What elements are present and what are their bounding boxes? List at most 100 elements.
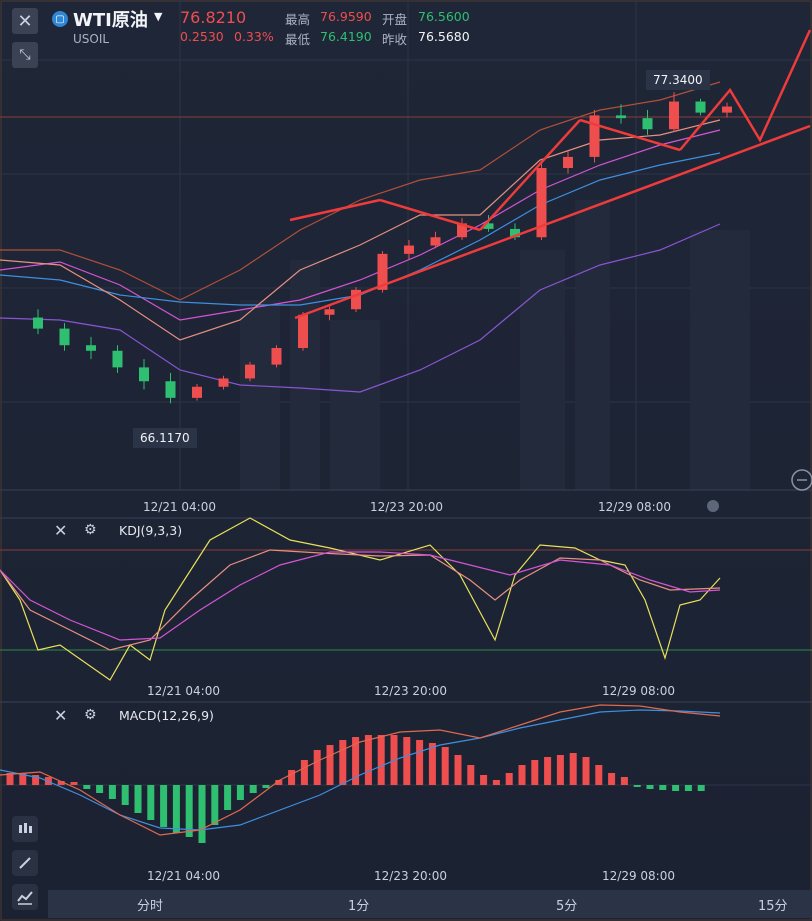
candle-body xyxy=(245,364,255,379)
price-change: 0.2530 xyxy=(180,29,224,44)
macd-bar xyxy=(313,750,321,785)
macd-bar xyxy=(364,735,372,785)
candle-body xyxy=(669,101,679,130)
kdj-time-tick: 12/29 08:00 xyxy=(602,684,675,698)
candle-body xyxy=(33,317,43,329)
candlestick-tool-button[interactable] xyxy=(12,816,38,842)
macd-bar xyxy=(544,757,552,785)
kdj-line xyxy=(0,549,721,651)
macd-bar xyxy=(288,770,296,785)
pencil-icon xyxy=(19,857,31,869)
macd-bar xyxy=(6,773,14,785)
skyline-decoration xyxy=(240,200,750,490)
symbol-code: USOIL xyxy=(73,32,110,46)
macd-bar xyxy=(352,737,360,785)
candle-body xyxy=(271,348,282,365)
symbol-name[interactable]: WTI原油 xyxy=(73,10,148,31)
open-value: 76.5600 xyxy=(418,9,470,24)
candle-body xyxy=(86,345,96,351)
macd-bar xyxy=(160,785,168,827)
trend-annotations xyxy=(289,29,812,320)
candle-body xyxy=(324,309,335,315)
macd-bar xyxy=(83,785,91,789)
candle-body xyxy=(510,228,520,238)
indicator-line xyxy=(0,81,721,301)
candle-body xyxy=(165,381,176,398)
macd-bar xyxy=(121,785,129,805)
indicator-line xyxy=(0,119,721,341)
kdj-settings-icon[interactable]: ⚙ xyxy=(84,522,97,538)
macd-bar xyxy=(147,785,155,820)
macd-lines xyxy=(0,704,721,836)
macd-bar xyxy=(505,773,513,785)
low-marker: 66.1170 xyxy=(133,428,197,448)
main-time-tick: 12/29 08:00 xyxy=(598,500,671,514)
candle-body xyxy=(695,101,706,113)
tab-15min[interactable]: 15分 xyxy=(758,899,788,914)
candle-body xyxy=(112,350,123,368)
macd-settings-icon[interactable]: ⚙ xyxy=(84,707,97,723)
timeframe-tabs: 分时 1分 5分 15分 xyxy=(48,890,812,918)
indicator-line xyxy=(0,223,721,393)
macd-bar xyxy=(608,773,616,785)
candle-body xyxy=(457,223,467,238)
macd-bar xyxy=(339,740,347,785)
macd-bar xyxy=(249,785,257,793)
macd-title: MACD(12,26,9) xyxy=(119,708,214,723)
kdj-title: KDJ(9,3,3) xyxy=(119,523,183,538)
last-price: 76.8210 xyxy=(180,8,247,27)
macd-bar xyxy=(262,785,270,788)
macd-bar xyxy=(57,781,65,785)
macd-bar xyxy=(595,765,603,785)
main-time-tick: 12/21 04:00 xyxy=(143,500,216,514)
draw-tool-button[interactable] xyxy=(12,850,38,876)
indicator-line xyxy=(0,129,721,321)
candle-body xyxy=(298,314,308,348)
macd-bar xyxy=(467,765,475,785)
macd-bar xyxy=(32,775,40,785)
caret-down-icon[interactable]: ▼ xyxy=(154,10,163,23)
macd-bar xyxy=(569,753,577,785)
macd-bar xyxy=(236,785,244,800)
candle-body xyxy=(59,328,70,346)
candlestick-icon xyxy=(19,823,32,833)
candle-body xyxy=(563,156,573,168)
macd-bar xyxy=(403,737,411,785)
open-label: 开盘 xyxy=(382,12,408,27)
candle-body xyxy=(377,253,388,290)
tab-5min[interactable]: 5分 xyxy=(556,899,578,914)
macd-bar xyxy=(646,785,654,789)
close-icon: ✕ xyxy=(17,10,33,32)
candle-body xyxy=(218,378,229,387)
macd-bar xyxy=(70,782,78,785)
kdj-close-icon[interactable]: ✕ xyxy=(54,521,68,540)
macd-bar xyxy=(275,780,283,785)
macd-close-icon[interactable]: ✕ xyxy=(54,706,68,725)
collapse-button[interactable]: ⤡ xyxy=(12,42,38,68)
kdj-time-tick: 12/21 04:00 xyxy=(147,684,220,698)
kdj-lines xyxy=(0,517,721,681)
kdj-time-tick: 12/23 20:00 xyxy=(374,684,447,698)
close-button[interactable]: ✕ xyxy=(12,8,38,34)
candle-body xyxy=(404,245,414,254)
macd-bar xyxy=(416,740,424,785)
indicator-tool-button[interactable] xyxy=(12,884,38,910)
macd-bar xyxy=(326,745,334,785)
macd-bar xyxy=(96,785,104,793)
candle-body xyxy=(616,115,626,119)
tab-1min[interactable]: 1分 xyxy=(348,899,370,914)
macd-bar xyxy=(377,735,385,785)
high-marker: 77.3400 xyxy=(646,70,710,90)
candle-body xyxy=(351,289,361,310)
macd-bar xyxy=(582,757,590,785)
high-value: 76.9590 xyxy=(320,9,372,24)
main-time-tick: 12/23 20:00 xyxy=(370,500,443,514)
macd-bar xyxy=(300,760,308,785)
oil-symbol-icon: ▢ xyxy=(52,11,68,27)
high-label: 最高 xyxy=(285,12,311,27)
candle-body xyxy=(139,367,149,382)
macd-bar xyxy=(19,773,27,785)
tab-timeshare[interactable]: 分时 xyxy=(137,899,164,914)
macd-time-tick: 12/23 20:00 xyxy=(374,869,447,883)
